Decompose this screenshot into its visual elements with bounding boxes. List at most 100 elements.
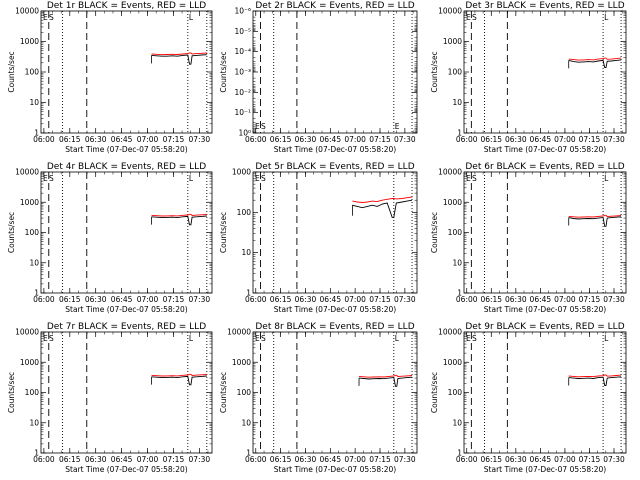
annotation-label: L <box>604 13 609 22</box>
y-tick-label: 10⁻³ <box>234 68 251 77</box>
y-tick-label: 100 <box>448 68 463 77</box>
annotation-label: S <box>472 13 477 22</box>
x-tick-label: 06:00 <box>245 455 267 464</box>
chart-panel-3: Det 3r BLACK = Events, RED = LLD Start Ti… <box>430 1 627 154</box>
y-tick-label: 10 <box>241 248 251 257</box>
x-tick-label: 07:15 <box>579 295 601 304</box>
series-line-lld <box>568 57 622 61</box>
y-tick-label: 10 <box>29 98 39 107</box>
series-line-lld <box>568 214 622 218</box>
annotation-label: E <box>43 174 48 183</box>
annotation-label: E <box>255 174 260 183</box>
y-tick-label: 1000 <box>232 358 251 367</box>
x-tick-label: 07:30 <box>394 135 416 144</box>
x-tick-label: 06:30 <box>85 295 107 304</box>
annotation-label: S <box>49 334 54 343</box>
x-tick-label: 07:15 <box>163 455 185 464</box>
y-tick-label: 10⁻¹ <box>234 108 251 117</box>
x-tick-label: 06:45 <box>319 455 341 464</box>
x-tick-label: 07:15 <box>163 295 185 304</box>
annotation-label: S <box>472 334 477 343</box>
series-line-events <box>151 215 207 226</box>
x-tick-label: 06:15 <box>59 135 81 144</box>
annotation-label: E <box>43 13 48 22</box>
annotation-label: S <box>49 174 54 183</box>
chart-panel-2: Det 2r BLACK = Events, RED = LLD Start Ti… <box>219 1 418 154</box>
annotation-label: E <box>255 334 260 343</box>
x-tick-label: 06:30 <box>295 295 317 304</box>
annotation-label: S <box>261 122 266 131</box>
series-line-events <box>568 376 622 386</box>
y-tick-label: 10 <box>452 258 462 267</box>
x-tick-label: 06:30 <box>505 455 527 464</box>
x-tick-label: 07:15 <box>369 295 391 304</box>
x-axis-label: Start Time (07-Dec-07 05:58:20) <box>484 305 606 314</box>
annotation-label: S <box>261 174 266 183</box>
series-line-lld <box>568 374 622 378</box>
chart-title: Det 9r BLACK = Events, RED = LLD <box>465 322 624 332</box>
x-tick-label: 06:00 <box>456 455 478 464</box>
x-tick-label: 07:00 <box>137 455 159 464</box>
chart-title: Det 4r BLACK = Events, RED = LLD <box>47 162 206 172</box>
y-axis-label: Counts/sec <box>219 212 228 253</box>
y-tick-label: 10000 <box>15 168 39 177</box>
y-tick-label: 10⁻² <box>234 88 251 97</box>
y-axis-label: Counts/sec <box>7 212 16 253</box>
plot-frame <box>463 331 627 454</box>
x-tick-label: 06:15 <box>59 295 81 304</box>
x-axis-label: Start Time (07-Dec-07 05:58:20) <box>65 305 187 314</box>
chart-title: Det 5r BLACK = Events, RED = LLD <box>255 162 414 172</box>
x-axis-label: Start Time (07-Dec-07 05:58:20) <box>65 465 187 474</box>
plot-frame <box>252 10 418 134</box>
x-tick-label: 07:00 <box>554 135 576 144</box>
chart-title: Det 8r BLACK = Events, RED = LLD <box>255 322 414 332</box>
x-axis-label: Start Time (07-Dec-07 05:58:20) <box>484 465 606 474</box>
y-tick-label: 10000 <box>438 168 462 177</box>
series-line-events <box>568 59 622 68</box>
x-tick-label: 06:00 <box>245 295 267 304</box>
y-tick-label: 1000 <box>20 37 39 46</box>
annotation-label: E <box>466 13 471 22</box>
y-tick-label: 100 <box>25 68 40 77</box>
chart-panel-5: Det 5r BLACK = Events, RED = LLD Start Ti… <box>219 162 418 314</box>
series-line-lld <box>151 52 207 56</box>
annotation-label: L <box>189 334 194 343</box>
chart-panel-8: Det 8r BLACK = Events, RED = LLD Start Ti… <box>219 322 418 474</box>
x-tick-label: 07:00 <box>137 295 159 304</box>
annotation-label: E <box>43 334 48 343</box>
y-axis-label: Counts/sec <box>430 212 439 253</box>
series-line-events <box>358 376 413 387</box>
x-tick-label: 06:15 <box>59 455 81 464</box>
y-tick-label: 100 <box>25 388 40 397</box>
annotation-label: L <box>604 334 609 343</box>
x-tick-label: 06:45 <box>530 295 552 304</box>
series-line-events <box>568 216 622 227</box>
x-axis-label: Start Time (07-Dec-07 05:58:20) <box>274 305 396 314</box>
x-tick-label: 07:00 <box>344 455 366 464</box>
x-tick-label: 06:00 <box>33 295 55 304</box>
annotation-label: E <box>466 174 471 183</box>
x-tick-label: 07:15 <box>579 135 601 144</box>
y-tick-label: 10⁻⁴ <box>234 47 251 56</box>
x-tick-label: 07:15 <box>163 135 185 144</box>
x-tick-label: 06:00 <box>456 135 478 144</box>
x-tick-label: 06:15 <box>480 295 502 304</box>
x-tick-label: 06:15 <box>270 135 292 144</box>
x-tick-label: 07:00 <box>344 295 366 304</box>
x-tick-label: 06:45 <box>319 295 341 304</box>
x-tick-label: 06:00 <box>33 135 55 144</box>
x-tick-label: 07:30 <box>603 135 625 144</box>
x-tick-label: 07:30 <box>394 295 416 304</box>
x-tick-label: 06:30 <box>295 455 317 464</box>
x-axis-label: Start Time (07-Dec-07 05:58:20) <box>274 145 396 154</box>
chart-panel-6: Det 6r BLACK = Events, RED = LLD Start Ti… <box>430 162 627 314</box>
series-line-lld <box>352 196 413 203</box>
annotation-label: L <box>395 334 400 343</box>
plot-frame <box>252 331 418 454</box>
series-line-lld <box>151 373 207 377</box>
annotation-label: L <box>189 13 194 22</box>
x-tick-label: 07:00 <box>137 135 159 144</box>
x-tick-label: 06:00 <box>245 135 267 144</box>
x-tick-label: 07:15 <box>369 135 391 144</box>
